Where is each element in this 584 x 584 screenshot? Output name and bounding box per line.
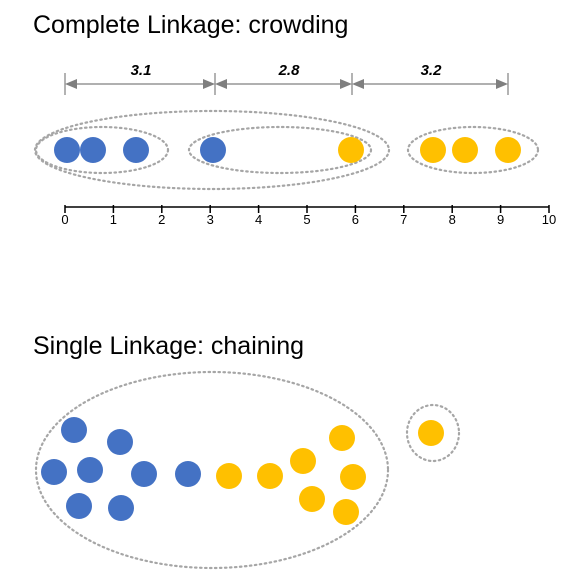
point-yellow: [216, 463, 242, 489]
point-blue-2: [80, 137, 106, 163]
distance-label-3: 3.2: [421, 62, 443, 79]
arrow-head-left-1: [65, 79, 77, 89]
arrow-head-right-1: [203, 79, 215, 89]
axis-tick-label: 6: [352, 212, 359, 227]
axis-tick-label: 5: [303, 212, 310, 227]
axis-tick-label: 9: [497, 212, 504, 227]
arrow-head-left-3: [352, 79, 364, 89]
point-blue-1: [54, 137, 80, 163]
point-blue: [108, 495, 134, 521]
point-yellow: [299, 486, 325, 512]
axis-tick-label: 4: [255, 212, 262, 227]
point-yellow: [257, 463, 283, 489]
point-blue-3: [123, 137, 149, 163]
arrow-head-left-2: [215, 79, 227, 89]
axis-tick-label: 2: [158, 212, 165, 227]
complete-linkage-title: Complete Linkage: crowding: [33, 11, 348, 39]
complete-linkage-points: [54, 137, 521, 163]
cluster-outline-middle: [187, 125, 373, 175]
point-blue-4: [200, 137, 226, 163]
point-yellow: [340, 464, 366, 490]
cluster-outline-merged: [33, 109, 391, 191]
point-blue: [41, 459, 67, 485]
arrow-head-right-3: [496, 79, 508, 89]
axis-tick-label: 1: [110, 212, 117, 227]
arrow-head-right-2: [340, 79, 352, 89]
cluster-outline-chain: [34, 370, 390, 570]
point-blue: [131, 461, 157, 487]
point-yellow-singleton: [418, 420, 444, 446]
axis-tick-label: 8: [449, 212, 456, 227]
axis-tick-label: 10: [542, 212, 556, 227]
point-blue: [107, 429, 133, 455]
cluster-outline-left: [34, 125, 170, 175]
number-axis: 0 1 2 3 4 5 6 7 8 9 10: [61, 205, 556, 227]
distance-label-2: 2.8: [278, 62, 301, 79]
point-yellow-2: [420, 137, 446, 163]
single-linkage-title: Single Linkage: chaining: [33, 332, 304, 360]
point-yellow-3: [452, 137, 478, 163]
point-blue: [66, 493, 92, 519]
axis-tick-label: 0: [61, 212, 68, 227]
distance-arrows: 3.1 2.8 3.2: [64, 62, 509, 95]
point-blue: [61, 417, 87, 443]
axis-ticks: 0 1 2 3 4 5 6 7 8 9 10: [61, 205, 556, 227]
axis-tick-label: 7: [400, 212, 407, 227]
cluster-outline-singleton: [405, 403, 461, 463]
point-yellow: [333, 499, 359, 525]
axis-tick-label: 3: [207, 212, 214, 227]
point-yellow: [329, 425, 355, 451]
point-blue: [77, 457, 103, 483]
point-blue: [175, 461, 201, 487]
point-yellow: [290, 448, 316, 474]
single-linkage-points: [41, 417, 444, 525]
point-yellow-1: [338, 137, 364, 163]
cluster-outline-right: [406, 125, 540, 175]
distance-label-1: 3.1: [131, 62, 152, 79]
point-yellow-4: [495, 137, 521, 163]
